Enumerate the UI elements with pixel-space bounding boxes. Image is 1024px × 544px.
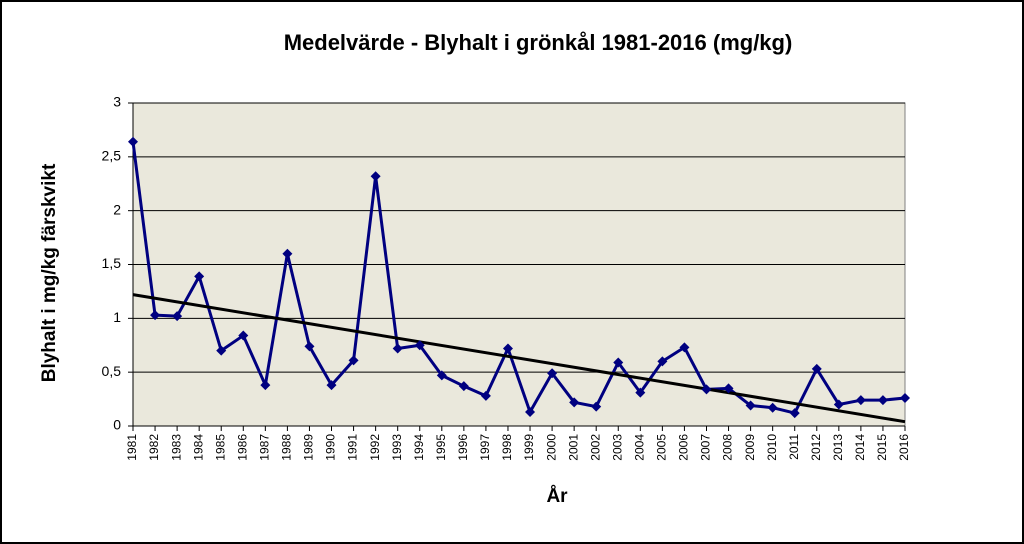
data-marker	[745, 400, 756, 411]
y-tick-label: 2	[113, 201, 121, 217]
x-tick-label: 1986	[235, 434, 249, 461]
x-tick-label: 1990	[324, 434, 338, 461]
x-tick-label: 1983	[169, 434, 183, 461]
x-tick-label: 2007	[699, 434, 713, 461]
data-marker	[833, 399, 844, 410]
y-tick-label: 0,5	[102, 363, 122, 379]
data-marker	[172, 311, 183, 322]
x-tick-label: 1999	[522, 434, 536, 461]
x-tick-label: 1982	[147, 434, 161, 461]
data-marker	[304, 341, 315, 352]
data-marker	[128, 136, 138, 147]
data-marker	[789, 408, 800, 419]
data-marker	[679, 342, 690, 353]
x-tick-label: 2010	[765, 434, 779, 461]
data-marker	[216, 345, 227, 356]
data-marker	[525, 407, 536, 418]
trend-line	[132, 293, 906, 424]
x-tick-label: 1995	[434, 434, 448, 461]
y-tick-label: 1,5	[102, 255, 122, 271]
data-marker	[480, 390, 491, 401]
y-tick-label: 0	[113, 417, 121, 433]
data-marker	[900, 393, 910, 404]
x-tick-label: 2016	[897, 434, 911, 461]
data-marker	[282, 248, 293, 259]
x-tick-label: 1981	[125, 434, 139, 461]
data-marker	[701, 384, 712, 395]
x-axis-label: År	[546, 486, 568, 507]
chart-title: Medelvärde - Blyhalt i grönkål 1981-2016…	[284, 30, 793, 55]
y-tick-label: 3	[113, 94, 121, 110]
x-tick-label: 2004	[632, 434, 646, 461]
y-tick-label: 1	[113, 309, 121, 325]
y-axis-label: Blyhalt i mg/kg färskvikt	[39, 163, 60, 382]
x-tick-label: 1997	[478, 434, 492, 461]
x-tick-label: 2009	[743, 434, 757, 461]
data-marker	[370, 171, 381, 182]
data-marker	[855, 395, 866, 406]
x-tick-label: 2003	[610, 434, 624, 461]
data-marker	[414, 340, 425, 351]
x-tick-label: 1985	[213, 434, 227, 461]
x-tick-label: 2011	[787, 434, 801, 460]
x-tick-label: 1991	[346, 434, 360, 461]
data-marker	[502, 343, 513, 354]
data-marker	[657, 356, 668, 367]
x-tick-label: 1987	[258, 434, 272, 461]
data-marker	[613, 357, 624, 368]
data-marker	[547, 368, 558, 379]
data-marker	[591, 401, 602, 412]
x-tick-label: 2000	[544, 434, 558, 461]
data-marker	[811, 363, 822, 374]
y-tick-label: 2,5	[102, 148, 122, 164]
x-tick-label: 1996	[456, 434, 470, 461]
x-tick-label: 1998	[500, 434, 514, 461]
data-marker	[194, 271, 205, 282]
data-marker	[569, 397, 580, 408]
x-tick-label: 2006	[677, 434, 691, 461]
data-marker	[260, 380, 271, 391]
data-marker	[436, 370, 447, 381]
data-marker	[458, 381, 469, 392]
data-marker	[723, 383, 734, 394]
data-marker	[326, 380, 337, 391]
x-tick-label: 2014	[853, 434, 867, 461]
x-tick-label: 2008	[721, 434, 735, 461]
x-tick-label: 1992	[368, 434, 382, 461]
data-marker	[392, 343, 403, 354]
x-tick-label: 2001	[566, 434, 580, 461]
x-tick-label: 1988	[280, 434, 294, 461]
x-tick-label: 1984	[191, 434, 205, 461]
x-tick-label: 2012	[809, 434, 823, 461]
data-marker	[767, 402, 778, 413]
data-marker	[150, 310, 161, 321]
x-tick-label: 2002	[588, 434, 602, 461]
x-tick-label: 1993	[390, 434, 404, 461]
data-marker	[238, 330, 249, 341]
x-tick-label: 2005	[655, 434, 669, 461]
data-marker	[877, 395, 888, 406]
x-tick-label: 2015	[875, 434, 889, 461]
x-tick-label: 2013	[831, 434, 845, 461]
data-marker	[348, 355, 359, 366]
x-tick-label: 1994	[412, 434, 426, 461]
x-tick-label: 1989	[302, 434, 316, 461]
data-marker	[635, 387, 646, 398]
